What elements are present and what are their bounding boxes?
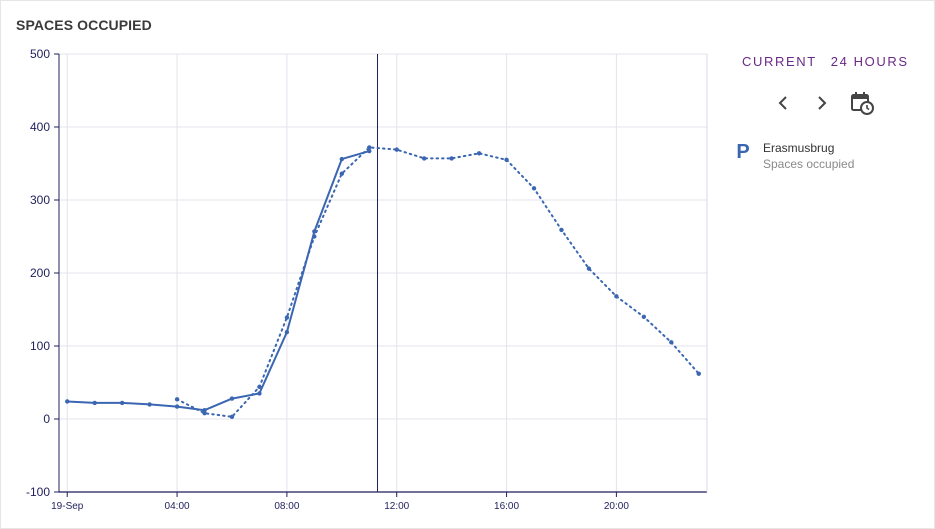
axis-layer: [54, 53, 708, 497]
forecast-data-point: [394, 147, 399, 152]
grid-layer: [59, 53, 707, 493]
x-tick-label: 12:00: [384, 501, 409, 512]
forecast-data-point: [669, 340, 674, 345]
tab-24-hours[interactable]: 24 HOURS: [830, 54, 909, 69]
forecast-data-point: [531, 186, 537, 191]
y-tick-label: 100: [30, 339, 50, 353]
legend-subtitle: Spaces occupied: [763, 157, 855, 171]
x-tick-label: 08:00: [274, 501, 299, 512]
forecast-data-point: [284, 315, 290, 320]
actual-data-point: [367, 148, 372, 154]
x-tick-label: 20:00: [604, 501, 629, 512]
actual-data-point: [339, 156, 345, 162]
actual-data-point: [119, 400, 125, 406]
actual-data-point: [174, 404, 180, 409]
forecast-data-point: [367, 145, 372, 150]
y-tick-label: -100: [26, 485, 50, 499]
actual-data-point: [92, 400, 97, 406]
parking-icon: P: [736, 141, 750, 163]
forecast-data-point: [339, 171, 345, 176]
chevron-right-icon: [818, 96, 827, 110]
y-tick-label: 0: [43, 412, 50, 426]
forecast-data-point: [504, 157, 509, 163]
actual-data-point: [257, 391, 262, 396]
legend-item[interactable]: P Erasmusbrug Spaces occupied: [736, 140, 854, 172]
forecast-data-point: [229, 414, 235, 420]
previous-button[interactable]: [771, 91, 795, 115]
forecast-data-point: [586, 266, 592, 271]
actual-data-point: [229, 396, 235, 401]
forecast-data-point: [696, 371, 701, 376]
forecast-data-point: [312, 234, 317, 239]
x-tick-label: 04:00: [165, 501, 190, 512]
next-button[interactable]: [810, 91, 834, 115]
forecast-data-point: [476, 151, 482, 156]
actual-data-point: [284, 329, 290, 335]
y-tick-label: 400: [30, 120, 50, 134]
card-title: SPACES OCCUPIED: [16, 17, 152, 33]
y-tick-label: 300: [30, 193, 50, 207]
forecast-data-point: [202, 410, 207, 416]
date-navigation: [771, 91, 874, 115]
chevron-left-icon: [778, 96, 787, 110]
legend-name: Erasmusbrug: [763, 141, 835, 155]
y-tick-label: 200: [30, 266, 50, 280]
forecast-data-point: [614, 294, 619, 299]
y-tick-label: 500: [30, 47, 50, 61]
x-tick-label: 19-Sep: [51, 501, 84, 512]
actual-data-point: [65, 399, 70, 404]
calendar-clock-icon: [851, 92, 874, 115]
forecast-data-point: [449, 156, 454, 161]
x-tick-label: 16:00: [494, 501, 519, 512]
forecast-data-point: [421, 156, 427, 161]
calendar-button[interactable]: [850, 91, 874, 115]
forecast-series-line: [176, 146, 700, 418]
forecast-data-point: [559, 227, 564, 233]
tab-current[interactable]: CURRENT: [742, 54, 817, 69]
series-layer: [65, 145, 701, 420]
actual-data-point: [147, 402, 152, 407]
period-tabs: CURRENT 24 HOURS: [742, 54, 909, 69]
actual-series-line: [67, 150, 370, 412]
forecast-data-point: [257, 384, 262, 390]
forecast-data-point: [641, 314, 647, 319]
forecast-data-point: [174, 397, 180, 402]
